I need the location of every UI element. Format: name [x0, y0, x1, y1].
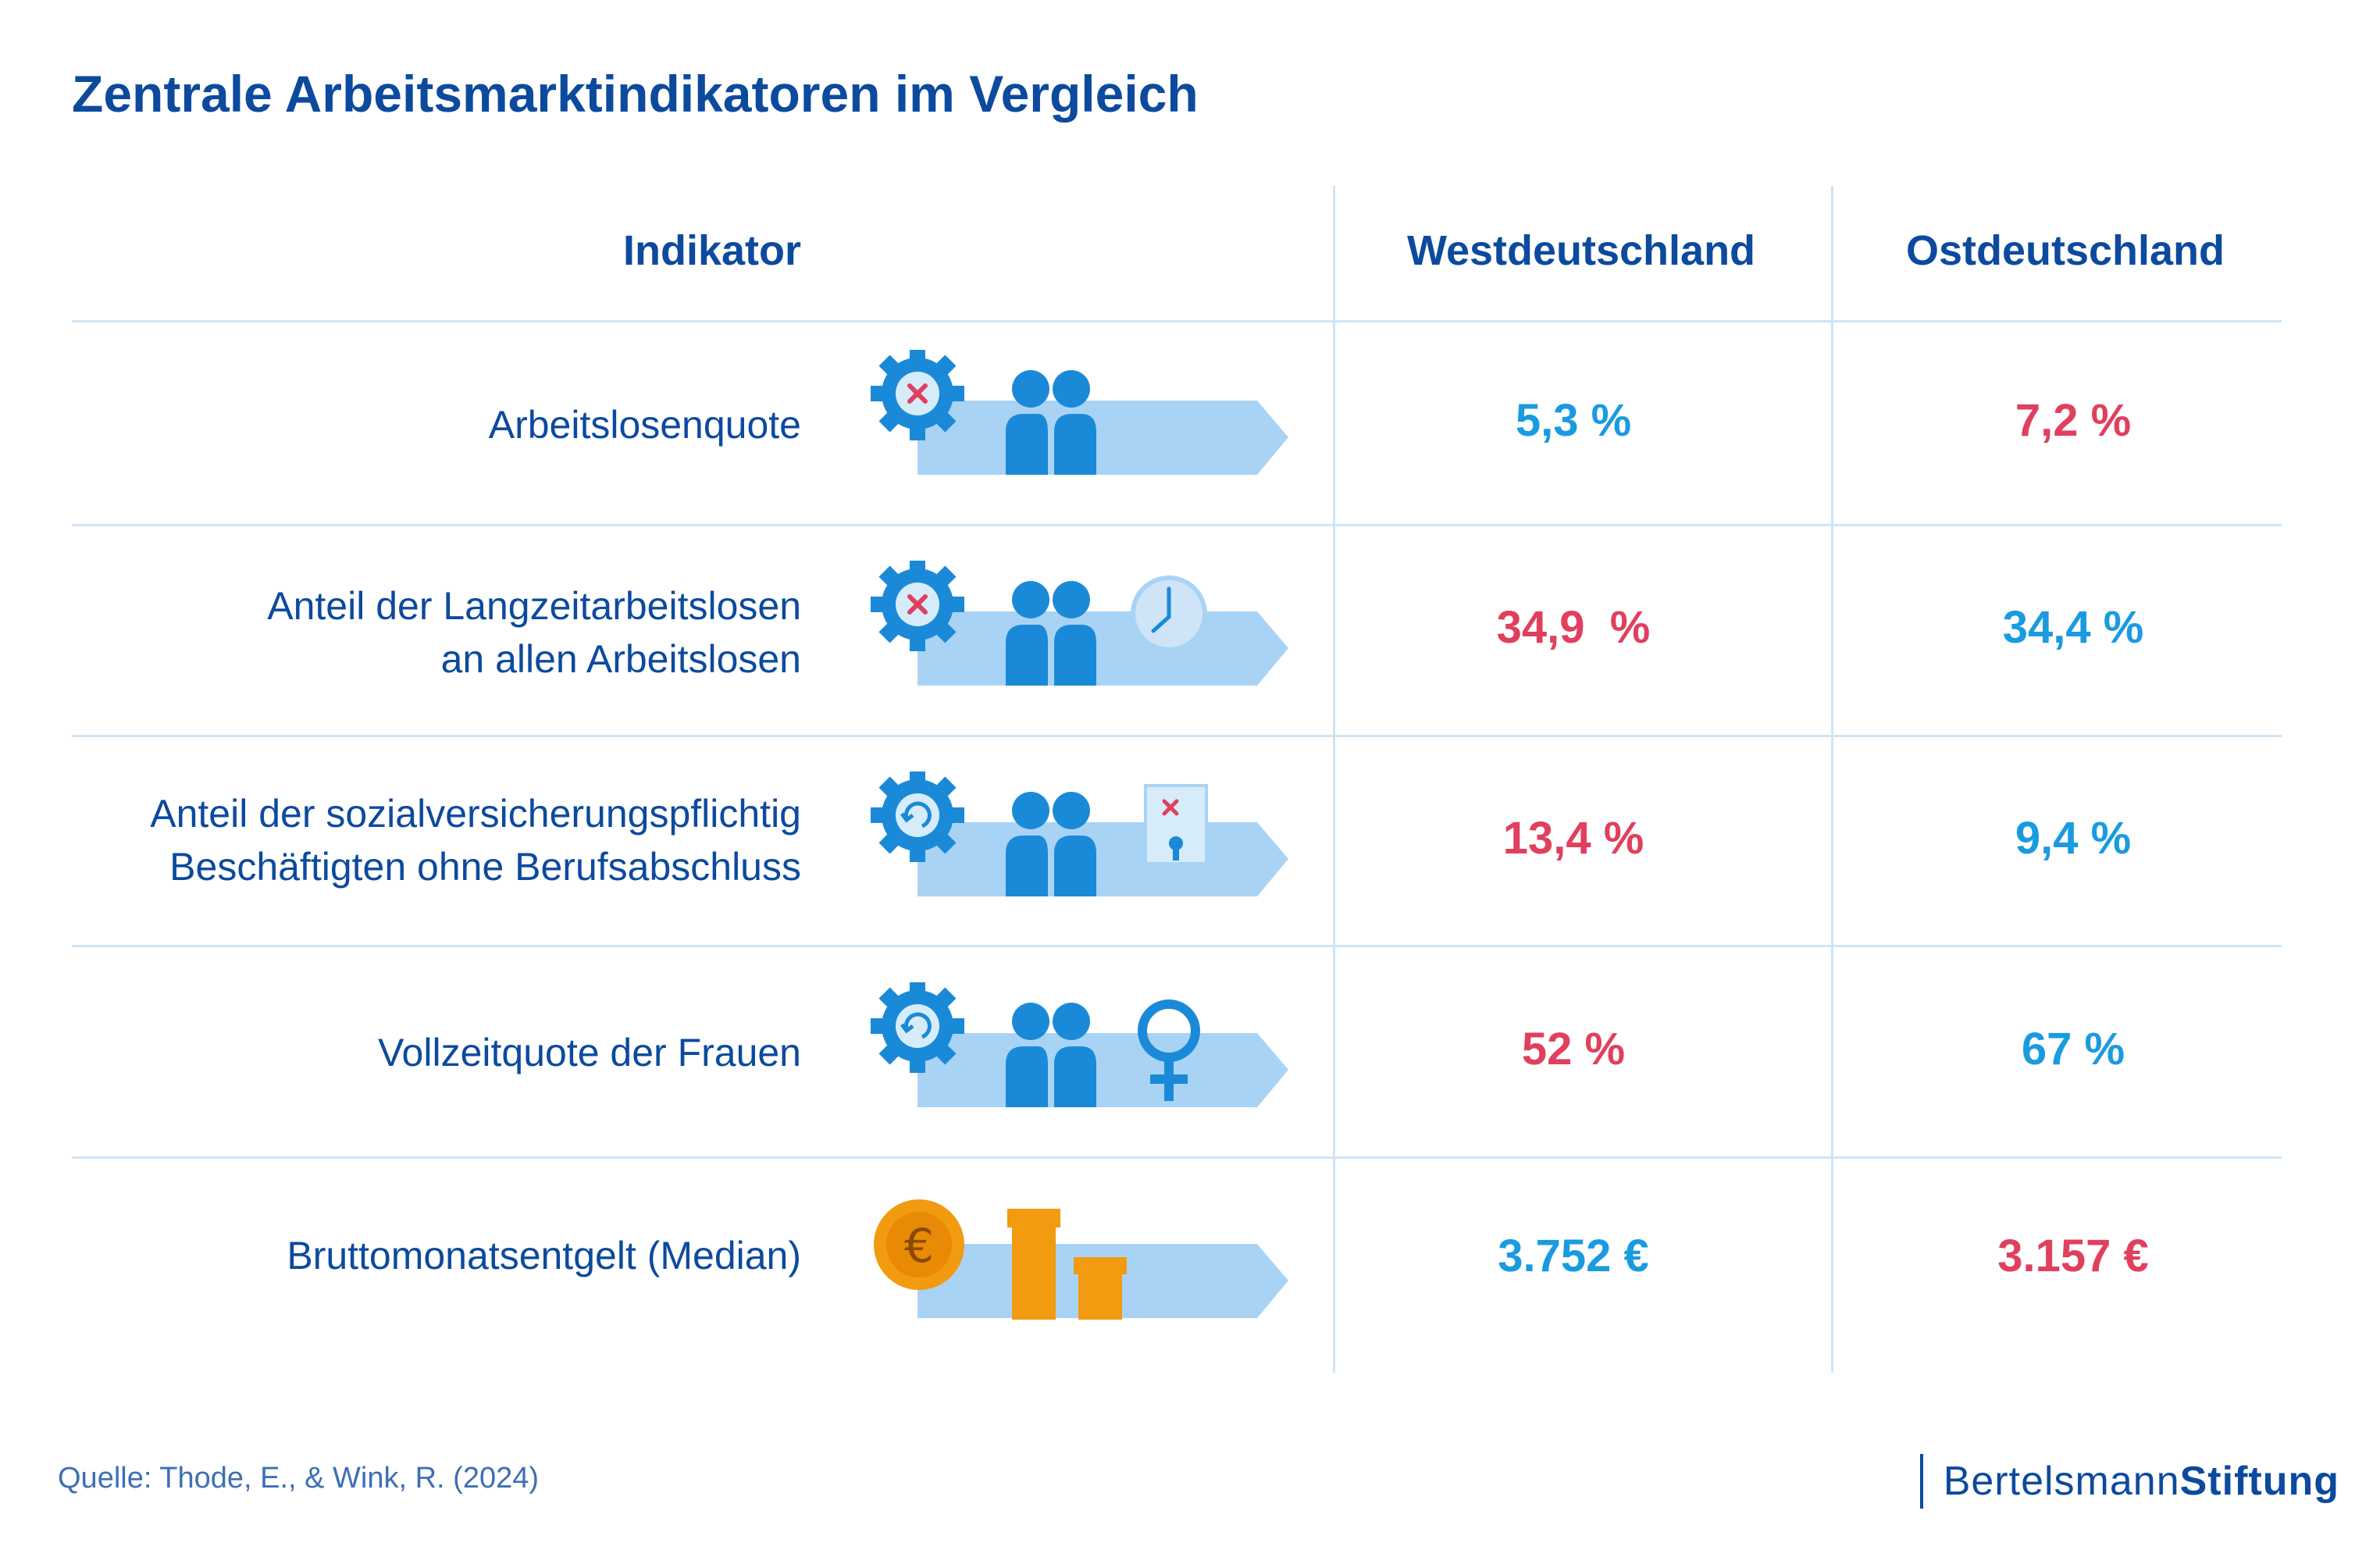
- value-west: 13,4 %: [1502, 813, 1644, 864]
- row-divider-4: [72, 1156, 2282, 1159]
- gear-cycle-people-certificate-arrow-icon: [863, 771, 1316, 912]
- row-label: Anteil der sozialversicherungspflichtig …: [150, 787, 801, 893]
- row-divider-3: [72, 945, 2282, 947]
- brand-logo: BertelsmannStiftung: [1919, 1454, 2339, 1509]
- row-label-line: Anteil der sozialversicherungspflichtig: [150, 792, 801, 836]
- row-label-line: Arbeitslosenquote: [488, 403, 801, 447]
- value-west: 3.752 €: [1498, 1231, 1649, 1281]
- value-east: 67 %: [2021, 1024, 2125, 1074]
- gear-cycle-people-female-arrow-icon: [863, 982, 1316, 1123]
- row-label-line: Anteil der Langzeitarbeitslosen: [267, 584, 801, 628]
- header-west: Westdeutschland: [1406, 227, 1756, 274]
- value-east: 7,2 %: [2015, 395, 2132, 446]
- value-east: 34,4 %: [2002, 602, 2144, 653]
- row-label-line: Beschäftigten ohne Berufsabschluss: [169, 845, 801, 889]
- value-west: 34,9 %: [1496, 602, 1651, 653]
- header-east: Ostdeutschland: [1905, 227, 2225, 274]
- value-west: 52 %: [1521, 1024, 1626, 1074]
- column-divider-2: [1831, 186, 1833, 1373]
- gear-x-people-clock-arrow-icon: [863, 561, 1316, 701]
- header-indicator: Indikator: [622, 227, 801, 274]
- row-label: Anteil der Langzeitarbeitslosen an allen…: [267, 579, 801, 686]
- brand-part1: Bertelsmann: [1943, 1459, 2180, 1504]
- row-label: Bruttomonatsentgelt (Median): [287, 1229, 801, 1282]
- value-east: 9,4 %: [2015, 813, 2132, 864]
- row-label-line: Vollzeitquote der Frauen: [377, 1031, 801, 1074]
- value-west: 5,3 %: [1515, 395, 1632, 446]
- value-east: 3.157 €: [1997, 1231, 2149, 1281]
- row-label: Vollzeitquote der Frauen: [378, 1026, 801, 1079]
- gear-x-people-arrow-icon: [863, 350, 1316, 490]
- source-note: Quelle: Thode, E., & Wink, R. (2024): [58, 1462, 540, 1495]
- brand-part2: Stiftung: [2179, 1459, 2339, 1504]
- row-divider-1: [72, 524, 2282, 526]
- euro-coin-stacks-arrow-icon: €: [863, 1193, 1316, 1334]
- row-label-line: an allen Arbeitslosen: [440, 637, 801, 681]
- page-title: Zentrale Arbeitsmarktindikatoren im Verg…: [72, 65, 1199, 123]
- row-divider-2: [72, 735, 2282, 737]
- column-divider-1: [1333, 186, 1335, 1373]
- row-label: Arbeitslosenquote: [489, 398, 801, 451]
- svg-text:€: €: [904, 1219, 934, 1274]
- row-divider-0: [72, 320, 2282, 322]
- row-label-line: Bruttomonatsentgelt (Median): [287, 1234, 801, 1277]
